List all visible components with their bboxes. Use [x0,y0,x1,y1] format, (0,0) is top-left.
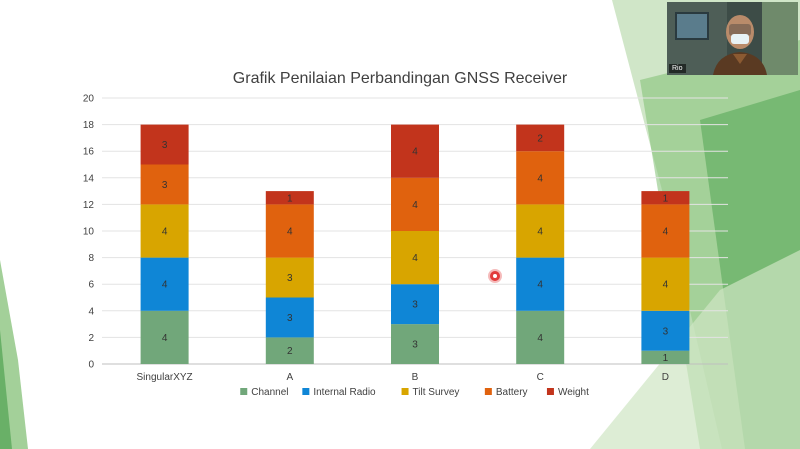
data-label: 3 [287,273,293,284]
bar-segment [516,151,565,205]
bar-segment [391,284,439,325]
bar-segment [516,124,565,152]
x-tick-label: B [412,372,419,383]
data-label: 4 [287,227,293,238]
data-label: 3 [162,140,168,151]
data-label: 3 [412,340,418,351]
y-tick-label: 0 [88,360,94,371]
x-tick-label: C [537,372,544,383]
data-label: 2 [537,133,543,144]
data-label: 4 [537,227,543,238]
data-label: 4 [162,280,168,291]
legend-label: Internal Radio [313,387,376,398]
data-label: 4 [537,280,543,291]
y-tick-label: 6 [88,280,94,291]
data-label: 4 [663,227,669,238]
participant-video-feed [667,2,798,75]
data-label: 3 [287,313,293,324]
bar-segment [265,297,314,338]
bar-segment [140,164,189,205]
bar-segment [140,310,189,364]
data-label: 4 [162,227,168,238]
y-tick-label: 12 [83,200,95,211]
y-tick-label: 14 [83,173,95,184]
data-label: 4 [162,333,168,344]
data-label: 4 [412,147,418,158]
data-label: 3 [162,180,168,191]
data-label: 1 [663,193,669,204]
data-label: 4 [537,173,543,184]
bar-segment [641,204,690,258]
bar-segment [140,124,189,165]
chart-title: Grafik Penilaian Perbandingan GNSS Recei… [233,70,568,87]
x-tick-label: A [286,372,293,383]
bar-segment [641,350,690,364]
participant-video-tile[interactable]: Rio [667,2,798,75]
bar-segment [265,204,314,258]
y-tick-label: 10 [83,227,95,238]
bar-segment [516,310,565,364]
laser-pointer-icon [490,271,500,281]
legend-label: Tilt Survey [413,387,460,398]
bar-segment [641,310,690,351]
y-tick-label: 4 [88,306,94,317]
bar-segment [265,191,314,205]
legend-swatch [302,388,310,395]
bar-segment [140,257,189,311]
bar-segment [391,124,439,178]
bar-segment [391,231,439,285]
bar-segment [516,257,565,311]
data-label: 4 [663,280,669,291]
bar-segment [265,337,314,364]
data-label: 1 [287,193,293,204]
legend-swatch [546,388,554,395]
bar-segment [391,177,439,231]
bar-segment [641,191,690,205]
x-tick-label: SingularXYZ [137,372,193,383]
y-tick-label: 16 [83,147,95,158]
y-tick-label: 2 [88,333,94,344]
data-label: 4 [412,253,418,264]
legend-label: Battery [496,387,528,398]
data-label: 4 [412,200,418,211]
legend-label: Weight [558,387,589,398]
legend-swatch [401,388,409,395]
bar-segment [641,257,690,311]
legend: Channel Internal Radio Tilt Survey Battery W… [240,387,589,398]
legend-swatch [240,388,248,395]
y-axis: 0 2 4 6 8 10 12 14 16 18 20 [83,94,95,371]
data-label: 3 [412,300,418,311]
bar-segment [391,324,439,364]
y-tick-label: 20 [83,94,95,105]
x-tick-label: D [662,372,669,383]
data-label: 1 [663,353,669,364]
participant-name-label: Rio [669,64,686,73]
data-label: 2 [287,346,293,357]
bar-segment [516,204,565,258]
y-tick-label: 18 [83,120,95,131]
data-label: 4 [537,333,543,344]
x-axis: SingularXYZ A B C D [137,372,669,383]
bar-segment [140,204,189,258]
y-tick-label: 8 [88,253,94,264]
data-label: 3 [663,326,669,337]
bar-segment [265,257,314,298]
legend-swatch [484,388,492,395]
legend-label: Channel [251,387,288,398]
bars: 4 4 4 3 3 2 3 3 4 1 3 3 4 4 4 4 4 4 4 2 1 3 4 4 1 [140,124,690,364]
